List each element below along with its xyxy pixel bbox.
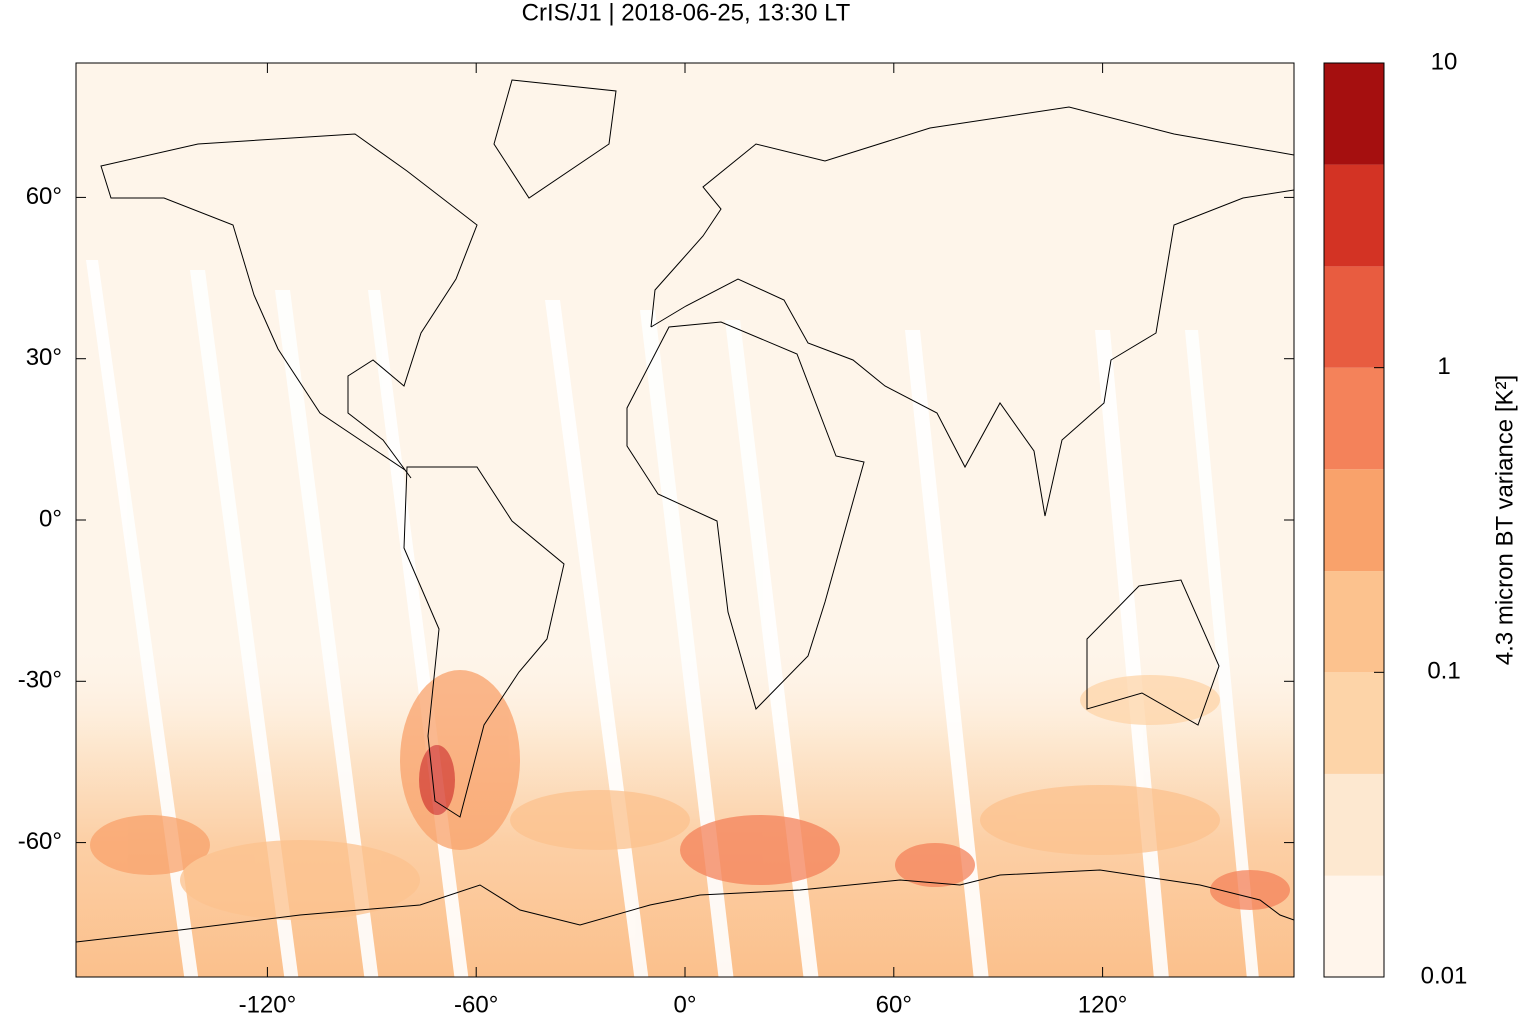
y-tick-label: 30° — [26, 344, 62, 371]
y-tick-label: -60° — [18, 828, 62, 855]
y-tick-label: 60° — [26, 183, 62, 210]
x-tick-label: 60° — [876, 991, 912, 1018]
coastlines — [76, 79, 1294, 943]
colorbar-band — [1324, 469, 1384, 572]
colorbar-label: 4.3 micron BT variance [K²] — [1491, 375, 1518, 665]
colorbar-tick-label: 0.01 — [1421, 962, 1468, 989]
colorbar-band — [1324, 571, 1384, 673]
chart-title: CrIS/J1 | 2018-06-25, 13:30 LT — [522, 0, 851, 26]
colorbar-band — [1324, 164, 1384, 267]
colorbar-tick-label: 0.1 — [1427, 658, 1460, 685]
colorbar-band — [1324, 773, 1384, 876]
colorbar-band — [1324, 63, 1384, 165]
x-tick-label: -60° — [454, 991, 498, 1018]
colorbar-tick-label: 10 — [1431, 48, 1458, 75]
x-tick-label: 120° — [1078, 991, 1128, 1018]
colorbar-band — [1324, 875, 1384, 977]
colorbar-band — [1324, 266, 1384, 368]
map-field — [76, 63, 1294, 977]
y-tick-label: 0° — [39, 505, 62, 532]
colorbar-tick-label: 1 — [1437, 353, 1450, 380]
y-tick-label: -30° — [18, 667, 62, 694]
x-tick-label: 0° — [674, 991, 697, 1018]
colorbar-frame — [1323, 62, 1385, 978]
colorbar-band — [1324, 672, 1384, 774]
colorbar-band — [1324, 367, 1384, 470]
x-tick-label: -120° — [239, 991, 297, 1018]
